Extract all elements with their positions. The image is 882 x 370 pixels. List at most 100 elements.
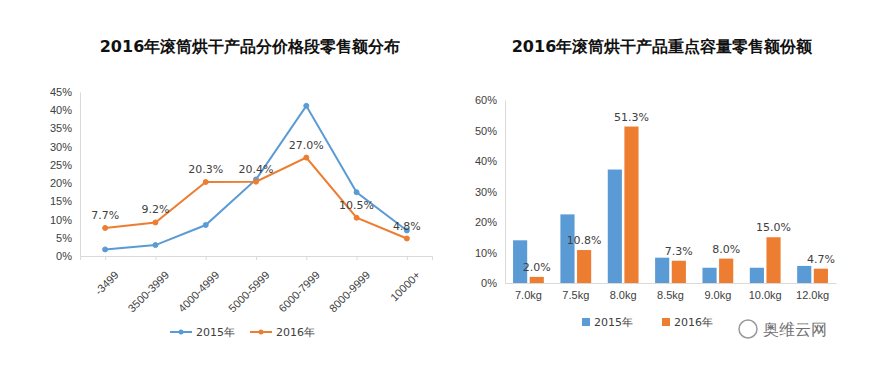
data-label: 10.5% — [339, 199, 374, 212]
bar — [624, 127, 638, 283]
legend-entry: 2015年 — [582, 316, 633, 329]
y-tick: 25% — [50, 159, 80, 171]
x-tick-mark — [306, 256, 307, 260]
marker — [203, 180, 208, 185]
y-tick: 20% — [475, 216, 505, 228]
x-tick: 10.0kg — [749, 283, 782, 301]
legend-entry: 2016年 — [250, 326, 315, 339]
marker — [153, 220, 158, 225]
data-labels: 2.0%10.8%51.3%7.3%8.0%15.0%4.7% — [523, 111, 835, 274]
y-tick: 20% — [50, 177, 80, 189]
watermark-text: 奥维云网 — [763, 320, 827, 339]
x-tick-mark — [357, 256, 358, 260]
x-tick: 8.5kg — [657, 283, 684, 301]
y-tick-label: 10% — [475, 247, 497, 259]
legend-label: 2016年 — [674, 316, 713, 329]
y-tick-label: 15% — [50, 195, 72, 207]
data-label: 7.3% — [665, 245, 693, 258]
x-tick: 7.0kg — [515, 283, 542, 301]
data-labels: 7.7%9.2%20.3%20.4%27.0%10.5%4.8% — [91, 139, 421, 233]
x-tick: 6000-7999 — [276, 256, 322, 314]
legend-marker — [179, 330, 184, 335]
x-axis: 7.0kg7.5kg8.0kg8.5kg9.0kg10.0kg12.0kg — [506, 283, 837, 301]
x-tick-label: 4000-4999 — [176, 269, 222, 315]
legend-entry: 2016年 — [662, 316, 713, 329]
x-tick-label: 7.0kg — [515, 289, 542, 301]
y-tick: 10% — [475, 247, 505, 259]
y-axis: 0% 10% 20% 30% 40% 50% 60% — [475, 94, 506, 289]
legend-label: 2015年 — [196, 326, 235, 339]
y-axis-line — [505, 101, 506, 284]
marker — [354, 190, 359, 195]
bar — [750, 268, 764, 283]
data-label: 8.0% — [712, 243, 740, 256]
bar — [577, 250, 591, 283]
chart-bar: 2016年滚筒烘干产品重点容量零售额份额 0% 10% 20% 30% 40% 50% 60%… — [475, 37, 837, 329]
marker — [404, 236, 409, 241]
x-tick: 12.0kg — [796, 283, 829, 301]
x-tick-mark — [105, 256, 106, 260]
y-tick: 15% — [50, 195, 80, 207]
y-tick-label: 60% — [475, 94, 497, 106]
y-tick: 40% — [475, 155, 505, 167]
x-tick-label: 8000-9999 — [327, 269, 373, 315]
data-label: 51.3% — [614, 111, 649, 124]
data-label: 9.2% — [141, 203, 169, 216]
y-tick: 60% — [475, 94, 505, 106]
marker — [254, 179, 259, 184]
marker — [354, 215, 359, 220]
x-tick-label: 12.0kg — [796, 289, 829, 301]
x-tick-mark — [206, 256, 207, 260]
marker — [304, 103, 309, 108]
watermark-icon — [739, 320, 757, 338]
chart-line: 2016年滚筒烘干产品分价格段零售额分布0%5%10%15%20%25%30%3… — [50, 37, 433, 339]
x-tick: 5000-5999 — [226, 256, 272, 314]
x-tick-label: 8.0kg — [610, 289, 637, 301]
x-axis-line — [81, 257, 433, 261]
y-tick-label: 20% — [50, 177, 72, 189]
x-tick: 3500-3999 — [125, 256, 171, 314]
x-tick-mark — [407, 256, 408, 260]
y-tick-label: 40% — [50, 104, 72, 116]
x-tick-label: 6000-7999 — [276, 269, 322, 315]
y-tick: 30% — [475, 186, 505, 198]
data-label: 4.8% — [393, 220, 421, 233]
y-tick: 30% — [50, 141, 80, 153]
chart-root: 2016年滚筒烘干产品分价格段零售额分布0%5%10%15%20%25%30%3… — [0, 0, 882, 370]
legend-swatch — [662, 318, 670, 326]
y-tick: 50% — [475, 125, 505, 137]
x-axis: -34993500-39994000-49995000-59996000-799… — [81, 256, 433, 314]
bar — [766, 237, 780, 283]
marker — [103, 225, 108, 230]
bar — [797, 266, 811, 283]
y-tick: 0% — [56, 250, 80, 262]
y-tick-label: 40% — [475, 155, 497, 167]
y-tick-label: 20% — [475, 216, 497, 228]
watermark: 奥维云网 — [739, 320, 827, 339]
title: 2016年滚筒烘干产品重点容量零售额份额 — [512, 37, 814, 56]
x-tick-label: 8.5kg — [657, 289, 684, 301]
bar — [655, 258, 669, 283]
y-tick: 0% — [481, 277, 505, 289]
data-label: 20.3% — [188, 163, 223, 176]
legend: 2015年 2016年 — [170, 326, 315, 339]
data-label: 15.0% — [756, 221, 791, 234]
x-tick-mark — [155, 256, 156, 260]
y-tick: 40% — [50, 104, 80, 116]
x-tick-label: 9.0kg — [704, 289, 731, 301]
data-label: 7.7% — [91, 209, 119, 222]
bar — [608, 170, 622, 283]
y-tick-label: 0% — [481, 277, 497, 289]
plot-marks — [513, 127, 828, 283]
x-tick-mark — [256, 256, 257, 260]
legend-label: 2016年 — [276, 326, 315, 339]
y-tick-label: 5% — [56, 232, 72, 244]
x-tick: 8000-9999 — [327, 256, 373, 314]
marker — [304, 155, 309, 160]
x-tick: 4000-4999 — [176, 256, 222, 314]
y-tick-label: 0% — [56, 250, 72, 262]
y-tick: 35% — [50, 122, 80, 134]
y-tick-label: 30% — [475, 186, 497, 198]
y-tick-label: 25% — [50, 159, 72, 171]
plot-marks — [103, 103, 410, 252]
